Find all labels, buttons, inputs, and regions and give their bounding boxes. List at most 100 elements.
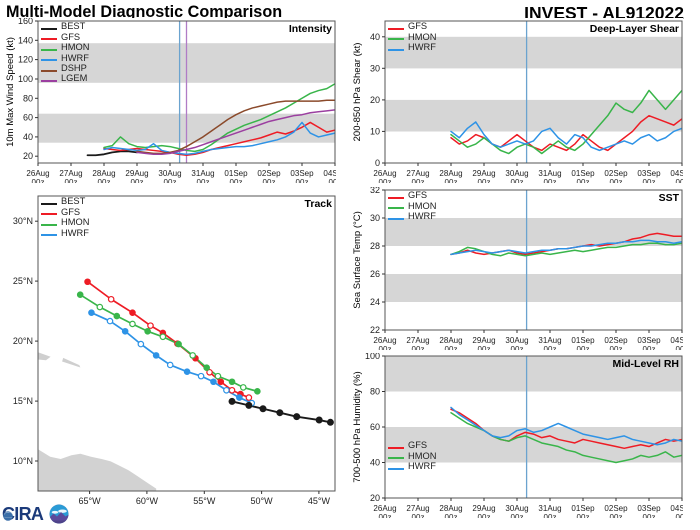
svg-text:30: 30: [370, 213, 380, 223]
svg-text:700-500 hPa Humidity (%): 700-500 hPa Humidity (%): [352, 371, 363, 482]
svg-text:50°W: 50°W: [251, 496, 274, 506]
svg-text:20: 20: [23, 151, 33, 161]
svg-text:00z: 00z: [379, 513, 392, 518]
svg-text:03Sep: 03Sep: [637, 336, 661, 345]
svg-text:00z: 00z: [577, 178, 590, 183]
svg-text:25°N: 25°N: [13, 276, 33, 286]
svg-text:28Aug: 28Aug: [92, 169, 115, 178]
svg-text:00z: 00z: [412, 513, 425, 518]
svg-text:00z: 00z: [676, 513, 683, 518]
svg-text:26Aug: 26Aug: [373, 169, 396, 178]
svg-text:01Sep: 01Sep: [571, 504, 595, 513]
svg-text:29Aug: 29Aug: [125, 169, 148, 178]
svg-text:Mid-Level RH: Mid-Level RH: [612, 358, 679, 370]
svg-text:00z: 00z: [577, 513, 590, 518]
svg-text:02Sep: 02Sep: [604, 504, 628, 513]
svg-text:140: 140: [18, 35, 33, 45]
svg-text:00z: 00z: [164, 178, 177, 183]
svg-text:Deep-Layer Shear: Deep-Layer Shear: [590, 23, 679, 35]
svg-text:31Aug: 31Aug: [538, 169, 561, 178]
svg-text:120: 120: [18, 55, 33, 65]
svg-text:00z: 00z: [412, 178, 425, 183]
svg-text:26Aug: 26Aug: [373, 504, 396, 513]
svg-text:32: 32: [370, 187, 380, 195]
svg-text:26Aug: 26Aug: [373, 336, 396, 345]
svg-text:22: 22: [370, 325, 380, 335]
svg-text:00z: 00z: [379, 178, 392, 183]
svg-text:100: 100: [365, 353, 380, 361]
svg-text:00z: 00z: [379, 345, 392, 350]
svg-text:00z: 00z: [445, 345, 458, 350]
svg-text:03Sep: 03Sep: [290, 169, 314, 178]
svg-text:0: 0: [375, 158, 380, 168]
svg-text:00z: 00z: [610, 513, 623, 518]
svg-text:26Aug: 26Aug: [26, 169, 49, 178]
svg-text:30Aug: 30Aug: [505, 336, 528, 345]
svg-text:04Sep: 04Sep: [670, 336, 683, 345]
svg-text:28Aug: 28Aug: [439, 336, 462, 345]
svg-text:00z: 00z: [131, 178, 144, 183]
svg-text:65°W: 65°W: [79, 496, 102, 506]
svg-text:31Aug: 31Aug: [538, 336, 561, 345]
svg-text:20: 20: [370, 95, 380, 105]
svg-text:10: 10: [370, 126, 380, 136]
svg-text:02Sep: 02Sep: [257, 169, 281, 178]
svg-text:00z: 00z: [511, 178, 524, 183]
svg-text:24: 24: [370, 297, 380, 307]
svg-text:Track: Track: [305, 198, 333, 210]
svg-text:00z: 00z: [445, 178, 458, 183]
svg-text:27Aug: 27Aug: [406, 169, 429, 178]
svg-text:200-850 hPa Shear (kt): 200-850 hPa Shear (kt): [352, 43, 363, 142]
svg-text:00z: 00z: [478, 178, 491, 183]
svg-text:100: 100: [18, 74, 33, 84]
svg-text:45°W: 45°W: [308, 496, 331, 506]
svg-text:00z: 00z: [577, 345, 590, 350]
svg-text:Intensity: Intensity: [289, 23, 332, 35]
svg-text:30Aug: 30Aug: [158, 169, 181, 178]
svg-text:60: 60: [370, 422, 380, 432]
svg-text:04Sep: 04Sep: [670, 504, 683, 513]
svg-text:26: 26: [370, 269, 380, 279]
svg-text:00z: 00z: [676, 345, 683, 350]
svg-text:01Sep: 01Sep: [571, 336, 595, 345]
svg-text:00z: 00z: [544, 345, 557, 350]
svg-text:10°N: 10°N: [13, 456, 33, 466]
svg-text:04Sep: 04Sep: [323, 169, 336, 178]
svg-text:00z: 00z: [230, 178, 243, 183]
svg-text:160: 160: [18, 18, 33, 26]
svg-text:80: 80: [370, 387, 380, 397]
svg-text:00z: 00z: [197, 178, 210, 183]
svg-text:01Sep: 01Sep: [224, 169, 248, 178]
svg-text:60°W: 60°W: [136, 496, 159, 506]
svg-text:Sea Surface Temp (°C): Sea Surface Temp (°C): [352, 211, 363, 309]
svg-text:00z: 00z: [478, 513, 491, 518]
svg-text:00z: 00z: [544, 178, 557, 183]
svg-text:40: 40: [23, 132, 33, 142]
svg-text:28Aug: 28Aug: [439, 504, 462, 513]
svg-text:30°N: 30°N: [13, 216, 33, 226]
svg-text:00z: 00z: [643, 178, 656, 183]
svg-text:00z: 00z: [296, 178, 309, 183]
svg-text:28Aug: 28Aug: [439, 169, 462, 178]
svg-text:28: 28: [370, 241, 380, 251]
svg-text:02Sep: 02Sep: [604, 169, 628, 178]
svg-text:03Sep: 03Sep: [637, 169, 661, 178]
svg-text:00z: 00z: [643, 513, 656, 518]
svg-text:02Sep: 02Sep: [604, 336, 628, 345]
svg-text:00z: 00z: [478, 345, 491, 350]
svg-text:60: 60: [23, 113, 33, 123]
svg-text:27Aug: 27Aug: [406, 336, 429, 345]
svg-text:00z: 00z: [98, 178, 111, 183]
svg-text:04Sep: 04Sep: [670, 169, 683, 178]
svg-text:31Aug: 31Aug: [191, 169, 214, 178]
svg-text:40: 40: [370, 32, 380, 42]
svg-text:10m Max Wind Speed (kt): 10m Max Wind Speed (kt): [5, 37, 16, 147]
svg-text:80: 80: [23, 93, 33, 103]
svg-text:00z: 00z: [643, 345, 656, 350]
svg-text:31Aug: 31Aug: [538, 504, 561, 513]
svg-text:15°N: 15°N: [13, 396, 33, 406]
svg-text:20°N: 20°N: [13, 336, 33, 346]
svg-text:SST: SST: [659, 192, 680, 204]
svg-text:00z: 00z: [610, 178, 623, 183]
svg-text:00z: 00z: [65, 178, 78, 183]
